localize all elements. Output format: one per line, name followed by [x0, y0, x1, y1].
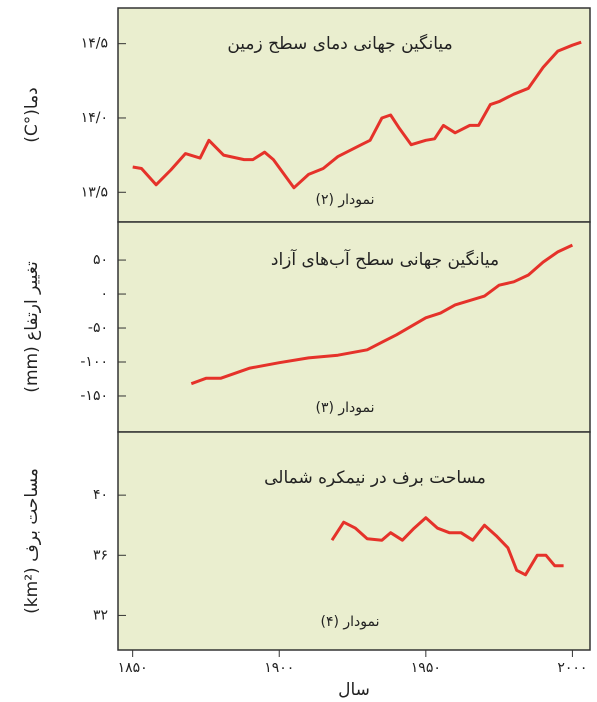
panel-note: نمودار (۲) [315, 192, 374, 208]
y-axis-label: مساحت برف (km²) [22, 468, 42, 614]
y-tick-label: ۳۲ [93, 607, 108, 623]
data-line [190, 243, 574, 386]
panel-title: مساحت برف در نیمکره شمالی [264, 468, 486, 488]
panel-bg [117, 7, 591, 223]
y-axis-label: تغییر ارتفاع (mm) [22, 261, 42, 393]
y-axis-label: دما(°C) [22, 87, 42, 143]
y-tick-label: -۱۵۰ [80, 388, 108, 404]
panel-note: نمودار (۴) [320, 614, 379, 630]
y-tick-label: ۰ [100, 286, 108, 302]
panel-title: میانگین جهانی سطح آب‌های آزاد [271, 248, 499, 270]
panel-title: میانگین جهانی دمای سطح زمین [227, 33, 452, 54]
y-tick-label: ۳۶ [93, 547, 108, 563]
y-tick-label: -۱۰۰ [80, 354, 108, 370]
y-tick-label: ۵۰ [93, 252, 108, 268]
x-tick-label: ۲۰۰۰ [557, 660, 587, 676]
x-tick-label: ۱۹۰۰ [264, 660, 294, 676]
panel-note: نمودار (۳) [315, 400, 374, 416]
y-tick-label: ۱۴/۵ [81, 36, 108, 52]
data-line [132, 40, 582, 190]
x-tick-label: ۱۹۵۰ [411, 660, 441, 676]
panel-bg [117, 431, 591, 651]
y-tick-label: ۴۰ [93, 487, 108, 503]
data-line [330, 516, 564, 577]
x-axis-label: سال [338, 680, 370, 700]
y-tick-label: ۱۳/۵ [81, 184, 108, 200]
y-tick-label: ۱۴/۰ [81, 110, 108, 126]
x-tick-label: ۱۸۵۰ [118, 660, 148, 676]
y-tick-label: -۵۰ [88, 320, 108, 336]
